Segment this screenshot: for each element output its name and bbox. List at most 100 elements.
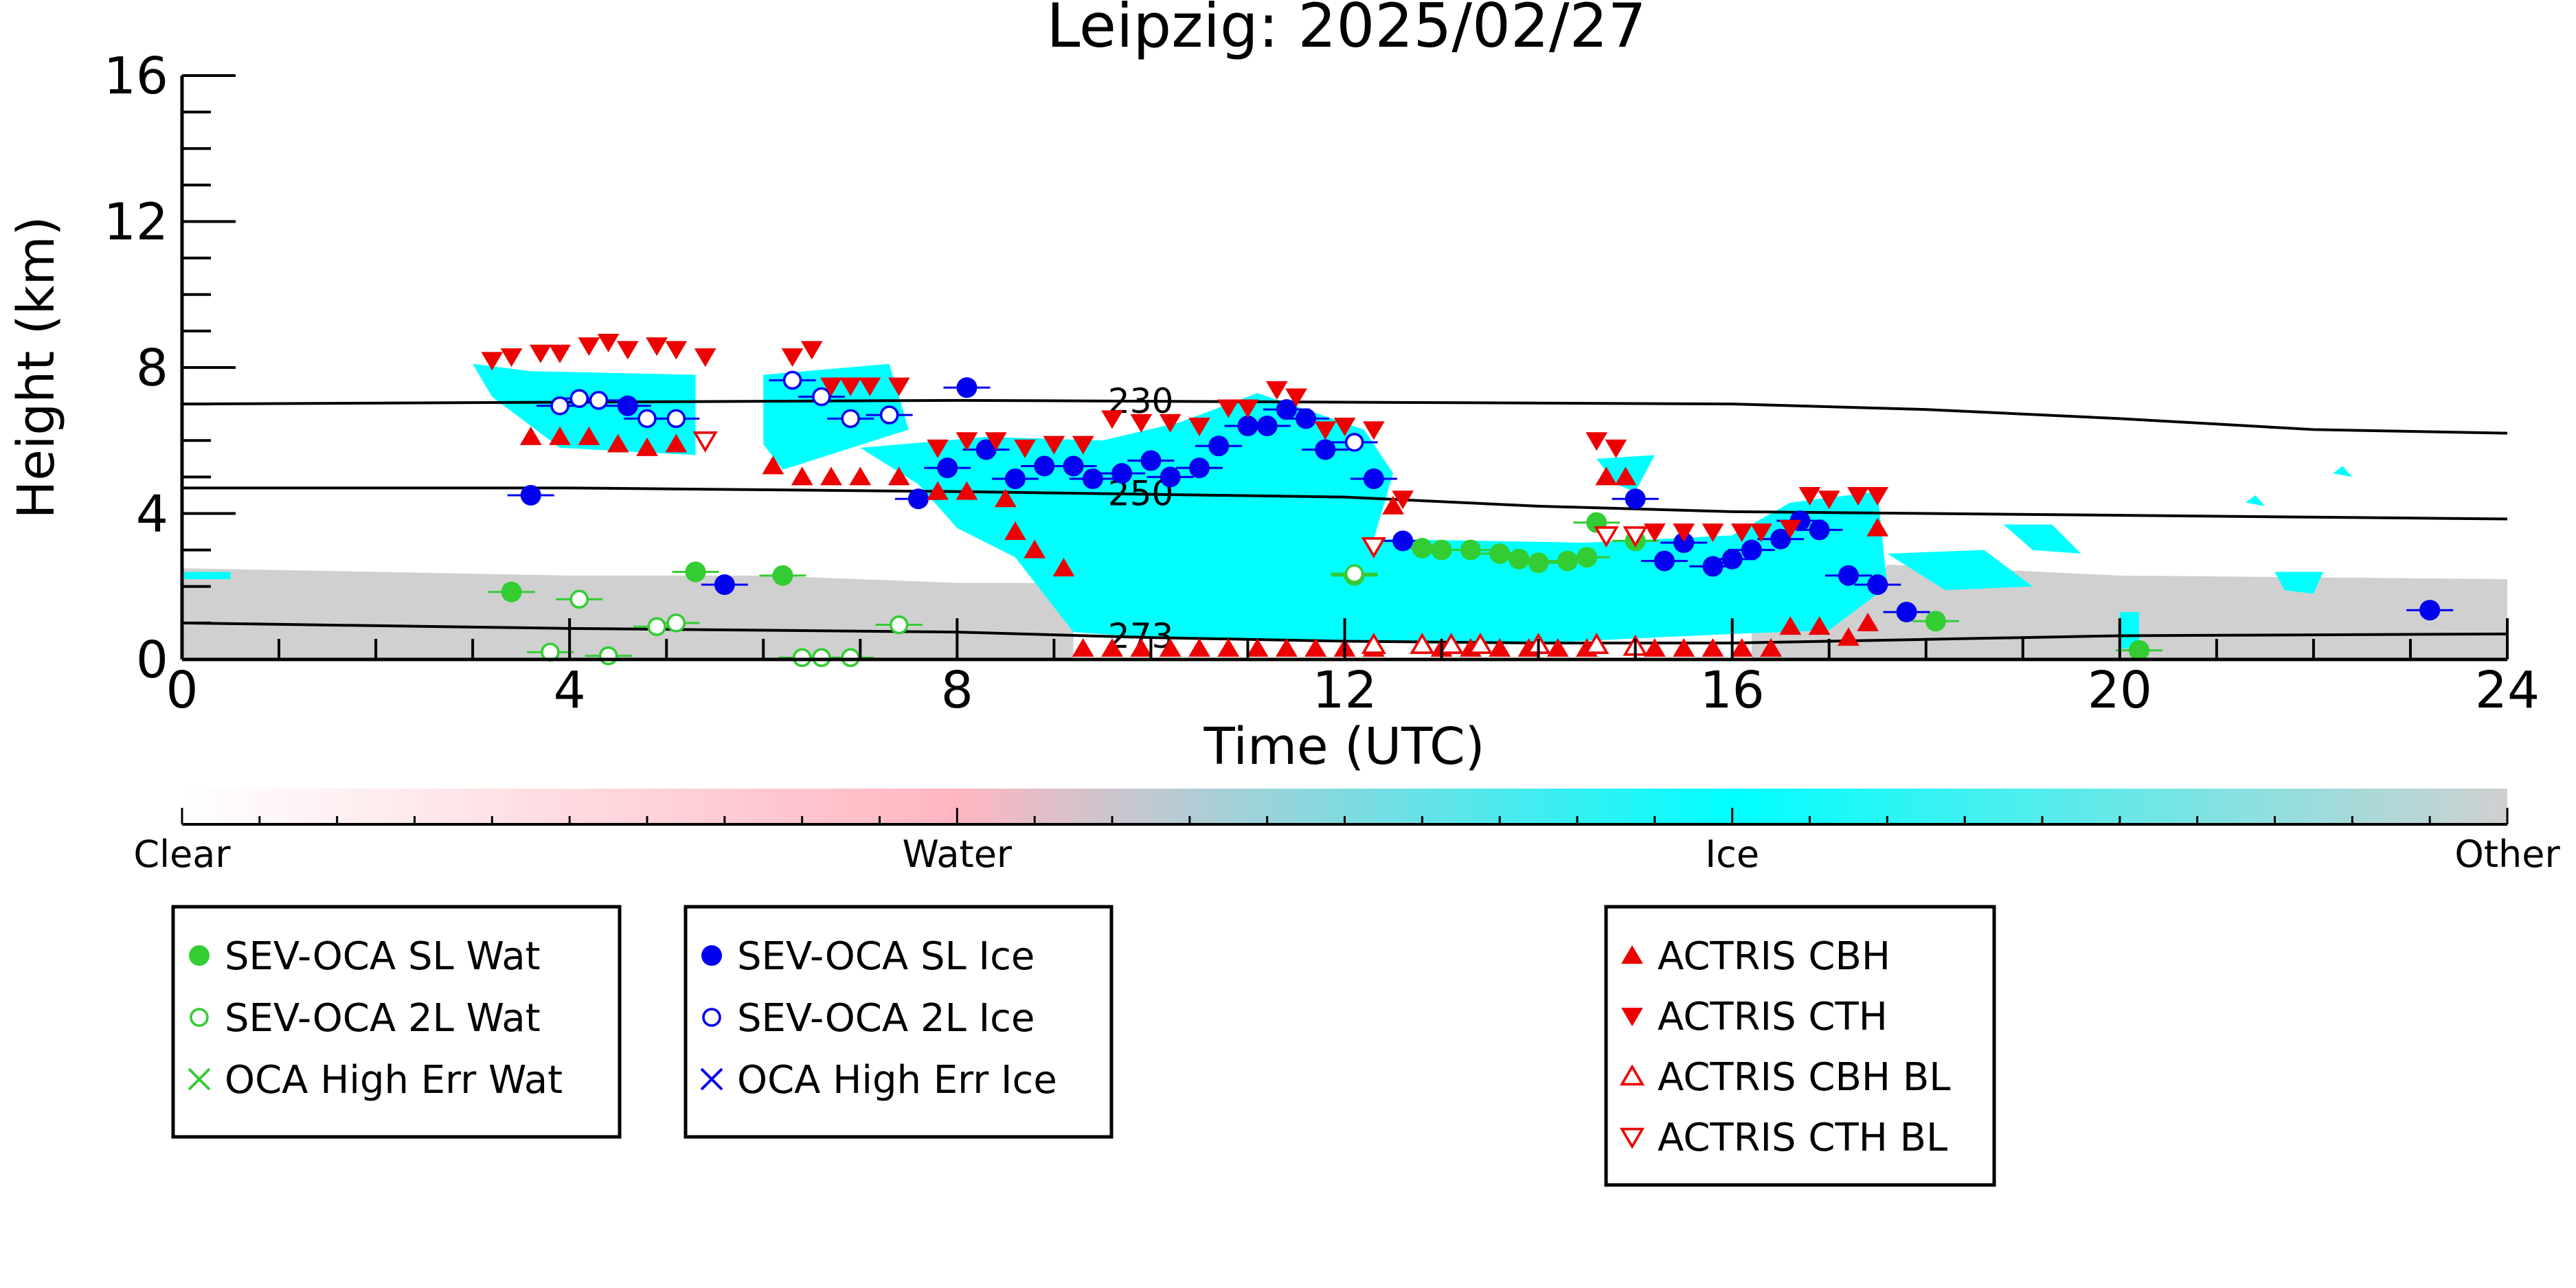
marker-actris-cbh [994, 488, 1017, 508]
colorbar: Clear Water Ice Other [133, 789, 2560, 876]
marker-actris-cbh [1159, 638, 1182, 657]
legend-box-3: ACTRIS CBH ACTRIS CTH ACTRIS CBH BL ACTRIS … [1604, 905, 1996, 1187]
isotherm-line [182, 486, 2508, 521]
marker-actris-cbh [791, 466, 813, 486]
marker-sev-oca-2l-wat [569, 589, 589, 609]
marker-sev-oca-2l-wat [889, 615, 909, 635]
marker-actris-cth [859, 377, 881, 396]
legend-label-actris-cth: ACTRIS CTH [1658, 995, 1888, 1039]
legend-marker-actris-cth [1621, 1008, 1643, 1027]
marker-actris-cbh [1004, 521, 1026, 541]
marker-sev-oca-sl-ice [1276, 399, 1297, 420]
marker-sev-oca-2l-ice [569, 389, 589, 408]
legend-label-sev-oca-sl-wat: SEV-OCA SL Wat [225, 934, 541, 979]
marker-actris-cbh [1489, 638, 1511, 657]
mask-region-ice [2246, 495, 2266, 506]
legend-frame [683, 905, 1114, 1139]
marker-actris-cth [1818, 490, 1840, 510]
marker-actris-cth [927, 439, 949, 458]
marker-actris-cth [956, 432, 978, 451]
marker-actris-cth [1333, 418, 1356, 437]
marker-sev-oca-sl-ice [1256, 416, 1278, 436]
legend-marker-actris-cbh-bl [1619, 1064, 1645, 1086]
marker-actris-cbh [849, 466, 872, 486]
y-axis-label: Height (km) [7, 216, 66, 519]
isotherm-line [181, 398, 2508, 435]
cloud-mask [182, 363, 2507, 659]
marker-actris-cbh [1382, 495, 1404, 515]
marker-actris-cth [839, 377, 862, 396]
marker-actris-cth [888, 377, 910, 396]
marker-actris-cbh [1276, 638, 1298, 657]
marker-actris-cth [1130, 414, 1153, 433]
marker-actris-cth [1779, 519, 1802, 539]
marker-actris-cth-bl [1594, 526, 1619, 547]
marker-sev-oca-sl-ice [1741, 539, 1762, 561]
marker-actris-cth [1217, 399, 1240, 418]
marker-sev-oca-2l-wat [647, 617, 666, 636]
y-tick-label: 0 [136, 631, 168, 690]
marker-sev-oca-sl-ice [1082, 468, 1103, 490]
marker-sev-oca-sl-wat [1925, 611, 1946, 632]
marker-actris-cbh [1779, 616, 1802, 635]
marker-sev-oca-sl-wat [772, 565, 793, 586]
mask-region-ice [473, 363, 696, 455]
colorbar-label-other: Other [2454, 833, 2560, 876]
chart-title: Leipzig: 2025/02/27 [1046, 0, 1646, 61]
legend-marker-oca-high-err-ice [700, 1067, 723, 1091]
marker-sev-oca-sl-ice [1809, 519, 1830, 541]
marker-actris-cbh [1024, 539, 1046, 558]
marker-sev-oca-sl-ice [907, 488, 929, 510]
marker-actris-cth [781, 348, 804, 368]
marker-actris-cth [1866, 486, 1889, 506]
marker-sev-oca-sl-ice [714, 574, 735, 596]
marker-actris-cbh [1072, 638, 1094, 657]
x-ticks: 0 4 8 12 16 20 24 [166, 618, 2540, 720]
marker-sev-oca-2l-wat [841, 648, 860, 668]
marker-sev-oca-sl-ice [1702, 556, 1724, 577]
marker-sev-oca-sl-ice [520, 484, 541, 506]
marker-actris-cbh [1838, 627, 1860, 646]
marker-sev-oca-sl-ice [1004, 468, 1026, 490]
x-axis-label: Time (UTC) [1203, 717, 1484, 776]
marker-actris-cbh [1052, 558, 1075, 577]
marker-actris-cbh [1304, 638, 1327, 657]
marker-actris-cbh [1866, 517, 1889, 536]
legend-box-1: SEV-OCA SL Wat SEV-OCA 2L Wat OCA High Err… [171, 905, 622, 1139]
marker-actris-cth [549, 344, 571, 363]
legend-label-sev-oca-sl-ice: SEV-OCA SL Ice [737, 934, 1035, 979]
marker-actris-cbh [1643, 638, 1666, 657]
marker-actris-cth [1673, 523, 1695, 543]
legend-frame [171, 905, 622, 1139]
marker-sev-oca-sl-ice [1296, 408, 1317, 429]
marker-actris-cbh [607, 433, 629, 453]
mask-region-ice [182, 572, 231, 580]
colorbar-label-clear: Clear [133, 833, 231, 876]
marker-actris-cth [1847, 486, 1869, 506]
mask-region-ice [860, 393, 1888, 644]
y-tick-label: 8 [136, 339, 168, 398]
marker-actris-cbh [1808, 616, 1831, 635]
marker-sev-oca-sl-wat [1557, 550, 1578, 572]
marker-actris-cbh [1702, 638, 1724, 657]
marker-sev-oca-2l-wat [598, 646, 618, 666]
marker-sev-oca-sl-wat [2129, 640, 2150, 661]
marker-actris-cth [1750, 523, 1772, 543]
marker-actris-cbh [1673, 638, 1695, 657]
mask-region-ice [2333, 466, 2353, 477]
marker-sev-oca-sl-ice [937, 457, 958, 479]
mask-region-other [182, 568, 1074, 659]
legend-marker-actris-cth-bl [1619, 1127, 1645, 1149]
marker-actris-cbh [1760, 638, 1782, 657]
marker-actris-cbh-bl [1361, 633, 1386, 655]
marker-sev-oca-sl-wat [501, 581, 522, 602]
colorbar-label-ice: Ice [1705, 833, 1759, 876]
marker-sev-oca-2l-ice [637, 409, 657, 429]
legend-marker-sev-oca-sl-wat [189, 945, 210, 966]
legends: SEV-OCA SL Wat SEV-OCA 2L Wat OCA High Err… [171, 905, 1996, 1187]
marker-sev-oca-sl-ice [1063, 455, 1084, 477]
legend-label-actris-cbh: ACTRIS CBH [1658, 934, 1890, 979]
x-tick-label: 12 [1312, 661, 1377, 720]
marker-sev-oca-2l-ice [1344, 433, 1364, 452]
